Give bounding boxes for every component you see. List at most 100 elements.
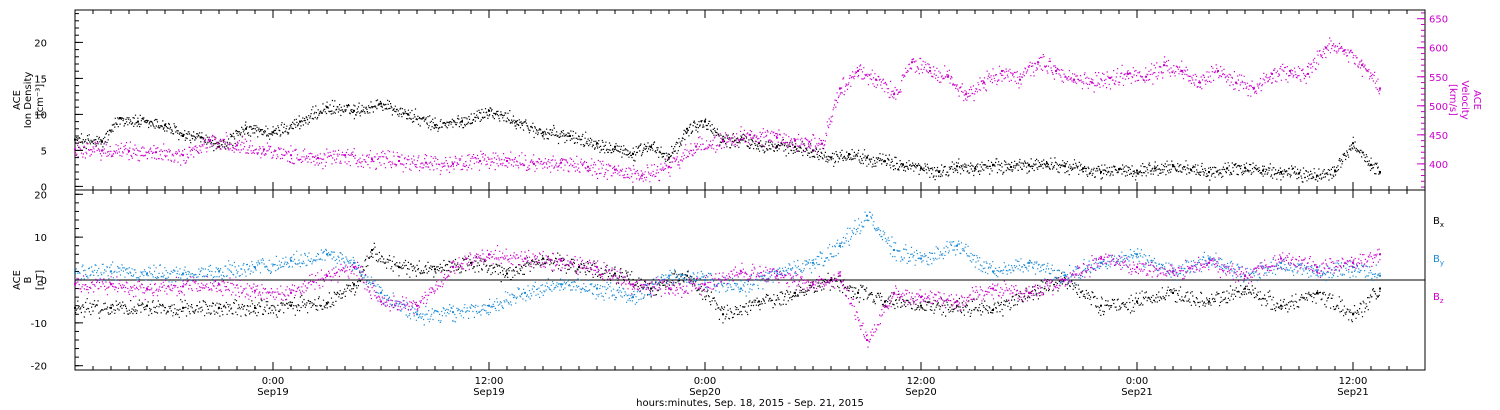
data-point xyxy=(1028,291,1030,294)
data-point xyxy=(1307,72,1309,75)
data-point xyxy=(353,266,355,269)
y-tick-label: 5 xyxy=(41,146,47,157)
data-point xyxy=(74,283,76,286)
data-point xyxy=(956,165,958,168)
x-axis-label: hours:minutes, Sep. 18, 2015 - Sep. 21, … xyxy=(636,398,864,409)
data-point xyxy=(992,270,994,273)
data-point xyxy=(317,157,319,160)
data-point xyxy=(452,162,454,165)
data-point xyxy=(1037,61,1039,64)
data-point xyxy=(1352,142,1354,145)
data-point xyxy=(1352,261,1354,264)
series-s0-marks xyxy=(74,99,1381,183)
data-point xyxy=(245,127,247,130)
x-tick-date-label: Sep20 xyxy=(689,387,721,398)
data-point xyxy=(821,142,823,145)
data-point xyxy=(506,272,508,275)
data-point xyxy=(1208,257,1210,260)
x-tick-time-label: 0:00 xyxy=(262,376,284,387)
data-point xyxy=(920,296,922,299)
top-right-ylabel-line3: [km/s] xyxy=(1447,84,1458,116)
legend-bx: Bx xyxy=(1433,216,1444,229)
data-point xyxy=(1028,163,1030,166)
x-tick-time-label: 12:00 xyxy=(907,376,936,387)
data-point xyxy=(155,151,157,154)
y-tick-label: 10 xyxy=(34,233,47,244)
data-point xyxy=(1046,162,1048,165)
data-point xyxy=(1280,261,1282,264)
data-point xyxy=(776,145,778,148)
data-point xyxy=(1073,78,1075,81)
data-point xyxy=(1289,69,1291,72)
data-point xyxy=(1244,166,1246,169)
legend-bx-main: B xyxy=(1433,216,1440,227)
data-point xyxy=(722,139,724,142)
data-point xyxy=(1379,274,1381,277)
data-point xyxy=(992,309,994,311)
data-point xyxy=(1280,171,1282,173)
data-point xyxy=(1379,87,1381,90)
data-point xyxy=(614,168,616,171)
data-point xyxy=(848,153,850,155)
legend-by-sub: y xyxy=(1440,259,1444,267)
data-point xyxy=(614,272,616,275)
data-point xyxy=(209,139,211,142)
data-point xyxy=(1064,274,1066,277)
data-point xyxy=(1244,287,1246,290)
data-point xyxy=(686,127,688,130)
data-point xyxy=(137,120,139,123)
data-point xyxy=(839,244,841,247)
data-point xyxy=(101,149,103,152)
data-point xyxy=(326,106,328,109)
data-point xyxy=(686,274,688,277)
y-tick-label: 20 xyxy=(34,38,47,49)
data-point xyxy=(398,266,400,269)
data-point xyxy=(740,138,742,141)
data-point xyxy=(884,300,886,303)
data-point xyxy=(101,140,103,143)
data-point xyxy=(965,93,967,96)
data-point xyxy=(146,287,148,290)
y-tick-label: 20 xyxy=(34,190,47,201)
data-point xyxy=(407,113,409,116)
data-point xyxy=(182,135,184,137)
data-point xyxy=(587,165,589,168)
svg-text:Bz: Bz xyxy=(1433,292,1444,305)
x-tick-time-label: 12:00 xyxy=(1339,376,1368,387)
data-point xyxy=(1244,274,1246,277)
data-point xyxy=(1136,169,1138,172)
data-point xyxy=(1370,163,1372,166)
data-point xyxy=(1100,304,1102,307)
data-point xyxy=(911,61,913,64)
data-point xyxy=(1334,169,1336,172)
legend-bz-sub: z xyxy=(1440,297,1444,305)
data-point xyxy=(380,102,382,105)
data-point xyxy=(632,296,634,299)
svg-text:Bx: Bx xyxy=(1433,216,1444,229)
data-point xyxy=(452,266,454,269)
data-point xyxy=(758,300,760,303)
data-point xyxy=(668,156,670,159)
data-point xyxy=(749,133,751,136)
data-point xyxy=(808,140,811,143)
data-point xyxy=(416,313,418,316)
x-tick-date-label: Sep19 xyxy=(473,387,505,398)
data-point xyxy=(1172,165,1174,168)
bottom-y-ticks: -20 -10 0 10 20 xyxy=(31,190,83,373)
data-point xyxy=(560,259,562,262)
data-point xyxy=(110,306,112,309)
y-right-tick-label: 500 xyxy=(1429,102,1448,113)
data-point xyxy=(542,257,544,260)
data-point xyxy=(1100,257,1102,260)
data-point xyxy=(254,306,256,309)
data-point xyxy=(596,142,598,145)
y-tick-label: 0 xyxy=(41,276,47,287)
data-point xyxy=(641,174,643,177)
data-point xyxy=(740,270,742,273)
data-point xyxy=(812,261,814,264)
top-right-y-ticks: 400 450 500 550 600 650 xyxy=(1417,12,1448,188)
data-point xyxy=(263,148,265,151)
data-point xyxy=(956,300,958,303)
data-point xyxy=(1253,87,1255,90)
bottom-x-ticks xyxy=(74,190,1426,370)
